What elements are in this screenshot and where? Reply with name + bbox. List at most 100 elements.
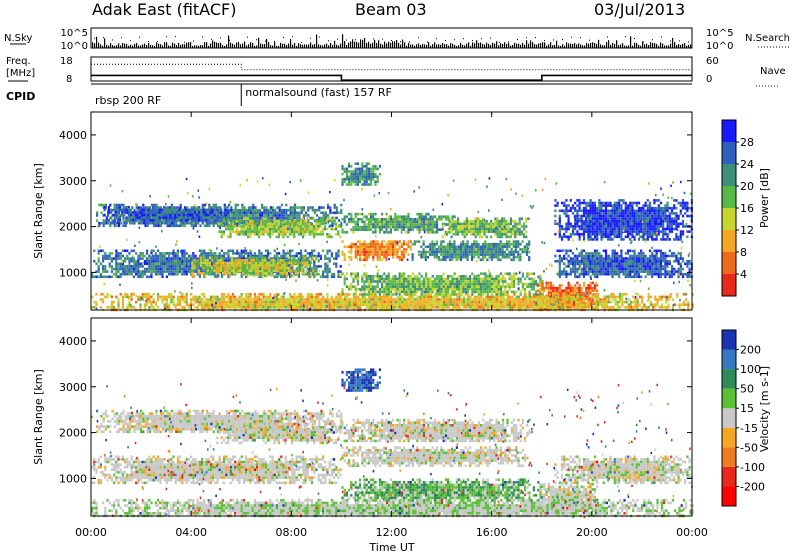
power-cell [451,275,454,278]
power-cell [618,262,621,266]
power-cell [269,227,272,231]
power-cell [286,235,289,239]
power-cell [273,230,276,233]
power-cell [463,230,466,233]
power-cell [591,265,594,268]
power-cell [494,230,497,233]
power-cell [474,235,477,239]
power-cell [490,253,493,256]
power-cell [585,270,588,273]
nsky-bar [400,44,402,48]
power-cell [273,220,276,223]
power-cell [222,221,225,225]
power-cell [156,206,159,209]
power-cell [436,225,439,229]
power-cell [181,262,184,266]
power-cell [289,216,292,220]
power-cell [261,256,264,259]
power-cell [263,272,266,275]
power-cell [260,227,263,231]
power-cell [438,290,441,294]
power-cell [385,255,388,259]
power-cell [234,203,237,207]
power-cell [104,267,107,271]
power-cell [339,265,342,268]
power-cell [146,259,149,263]
power-cell [296,272,299,275]
power-cell [310,259,313,262]
power-cell [591,307,594,311]
power-cell [166,206,169,209]
power-cell [178,219,181,222]
power-cell [499,288,502,291]
power-cell [454,230,457,233]
power-cell [543,286,546,290]
power-cell [154,265,157,268]
power-cell [99,275,102,279]
power-cell [635,272,638,276]
power-cell [137,221,140,225]
power-cell [593,254,597,258]
power-cell [354,225,357,229]
power-cell [209,270,212,273]
power-cell [270,266,273,270]
power-cell [538,289,542,292]
power-cell [498,225,501,228]
power-cell [105,216,108,219]
power-cell [250,266,253,270]
power-cell [107,206,111,209]
power-cell [335,206,338,209]
power-cell [523,222,526,226]
power-cell [181,267,184,271]
power-cell [461,230,464,233]
power-cell [565,270,568,273]
nsky-bar [592,42,594,48]
power-cell [130,270,133,273]
power-cell [266,227,269,231]
power-cell [420,220,423,224]
nsky-tick-bottom: 10^0 [61,41,88,52]
power-cell [291,225,294,228]
nsky-bar [676,44,678,48]
power-cell [479,245,482,249]
power-cell [468,227,471,231]
power-cell [558,249,561,253]
power-cell [241,259,244,262]
power-cell [505,227,508,231]
power-cell [302,217,305,220]
power-cell [429,285,432,288]
nsearch-point [220,37,221,39]
power-cell [363,220,366,224]
power-cell [309,206,312,209]
power-cell [433,223,436,226]
power-cell [490,220,493,223]
power-cell [303,272,306,275]
power-cell [418,212,421,216]
power-cell [250,261,253,265]
power-cell [143,272,146,276]
power-cell [416,225,419,229]
power-cell [508,275,511,278]
power-cell [143,211,146,214]
power-cell [219,256,222,259]
power-cell [470,245,474,249]
power-cell [168,265,171,268]
power-cell [451,245,454,249]
power-cell [203,224,206,228]
nsearch-point [634,37,635,39]
power-cell [292,261,295,265]
nsearch-point [571,36,572,38]
power-cell [167,219,170,222]
power-cell [468,220,471,223]
power-cell [322,272,325,276]
power-cell [105,219,108,222]
power-cell [483,222,486,226]
power-cell [580,286,583,290]
power-cell [495,277,498,281]
power-cell [385,225,388,229]
power-cell [191,266,194,270]
power-cell [517,250,520,254]
power-cell [385,285,388,288]
power-cell [359,225,362,229]
power-cell [241,264,244,267]
